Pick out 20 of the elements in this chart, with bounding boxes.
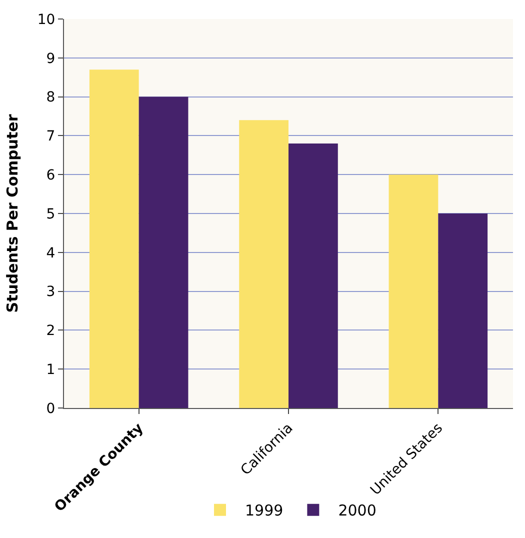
bar [138,96,188,408]
legend-label: 1999 [245,502,284,520]
y-tick-label: 1 [46,362,56,378]
y-tick-label: 5 [46,206,56,222]
bar [388,174,438,408]
bar [438,214,488,408]
y-axis-title: Students Per Computer [4,114,22,313]
y-tick-label: 0 [46,400,56,417]
y-tick-label: 7 [46,128,56,145]
y-tick-label: 10 [37,12,56,28]
y-tick-label: 2 [46,323,56,340]
y-tick-label: 3 [46,284,56,300]
bar [288,143,338,408]
y-tick-label: 9 [46,50,56,67]
y-tick-label: 6 [46,168,56,184]
legend-label: 2000 [338,502,376,520]
y-tick-label: 8 [46,90,56,106]
bar [89,70,139,408]
bar [239,120,288,408]
y-tick-label: 4 [46,245,56,262]
